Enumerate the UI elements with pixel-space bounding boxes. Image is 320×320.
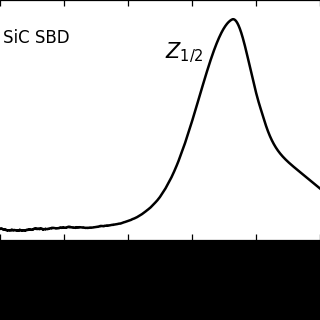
- Text: $Z_{1/2}$: $Z_{1/2}$: [165, 41, 203, 65]
- Text: SiC SBD: SiC SBD: [3, 29, 70, 47]
